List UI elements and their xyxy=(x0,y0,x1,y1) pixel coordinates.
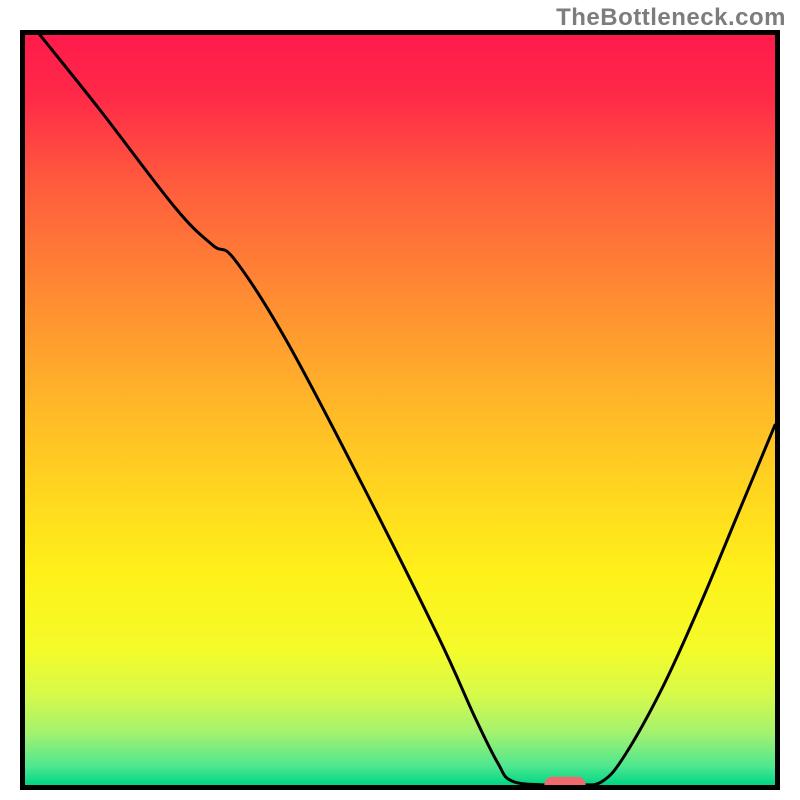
plot-svg xyxy=(25,35,775,785)
watermark-text: TheBottleneck.com xyxy=(556,4,786,32)
plot-area xyxy=(25,35,775,785)
chart-stage: TheBottleneck.com xyxy=(0,0,800,800)
optimum-marker xyxy=(544,777,585,785)
plot-frame xyxy=(20,30,780,790)
background-rect xyxy=(25,35,775,785)
